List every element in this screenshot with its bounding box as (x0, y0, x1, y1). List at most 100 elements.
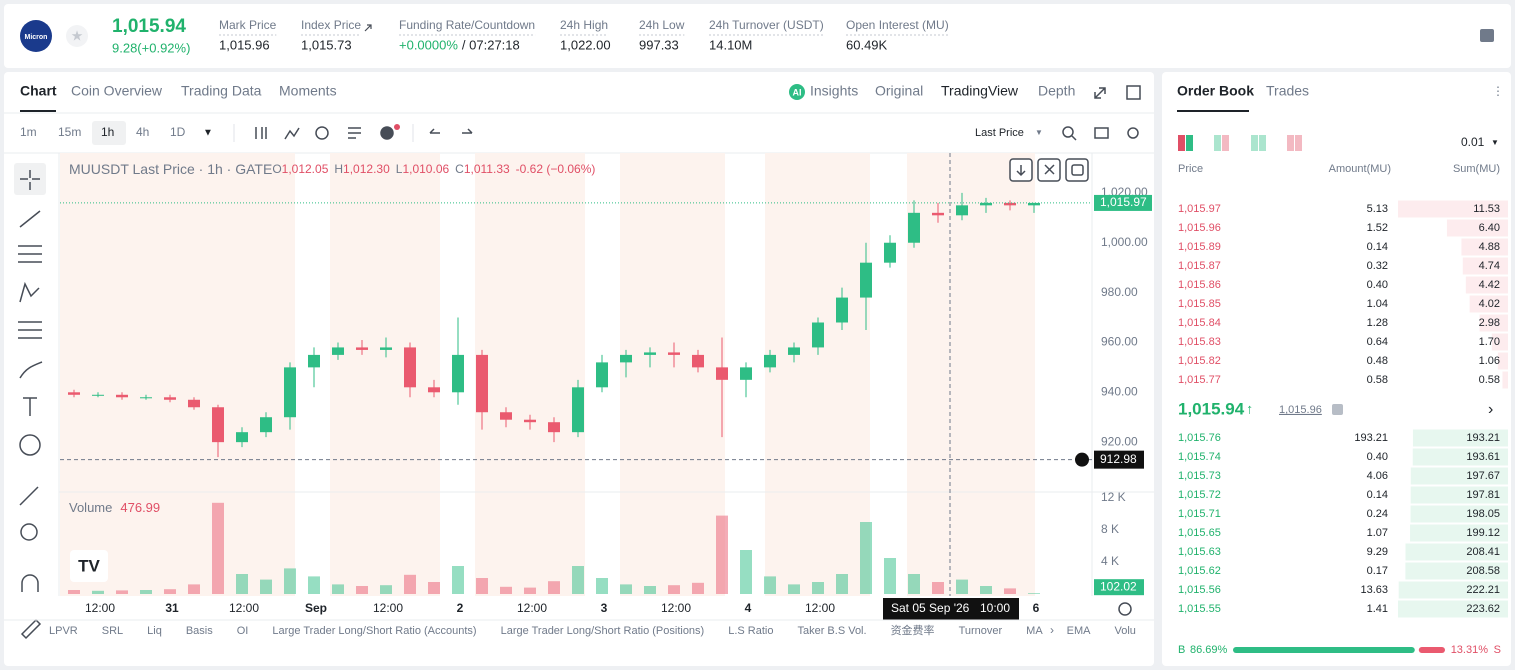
ob-sum: 4.02 (1479, 298, 1500, 310)
mark-icon (1332, 404, 1343, 415)
ob-amount: 1.28 (1367, 317, 1388, 329)
last-price-tag (1094, 194, 1152, 211)
settings-icon[interactable] (1118, 602, 1132, 616)
indicator[interactable]: Turnover (959, 625, 1003, 637)
indicator[interactable]: SRL (102, 625, 123, 637)
insights-icon-text[interactable]: AI (793, 87, 802, 97)
layout-icons[interactable] (1178, 135, 1302, 151)
tab[interactable]: Moments (279, 83, 337, 99)
indicator[interactable]: EMA (1067, 625, 1092, 637)
ohlc-value: 1,012.30 (343, 162, 390, 176)
dropdown[interactable]: ▼ (1035, 128, 1043, 137)
ob-amount: 0.58 (1367, 374, 1388, 386)
volume-bar (452, 566, 464, 594)
badge (394, 124, 400, 130)
crosshair-time-tag (883, 598, 1019, 620)
dropdown[interactable]: ▼ (203, 128, 213, 139)
candle-body (140, 397, 152, 399)
toolbar-right-icons[interactable] (1062, 126, 1139, 141)
ohlc-key: C (455, 162, 464, 176)
indicator[interactable]: Large Trader Long/Short Ratio (Positions… (501, 625, 705, 637)
view-tab[interactable]: TradingView (941, 83, 1019, 99)
volume-bar (860, 522, 872, 594)
ohlc-key: L (396, 162, 403, 176)
indicator[interactable]: OI (237, 625, 249, 637)
menu-icon[interactable] (1480, 29, 1494, 42)
indicator[interactable]: 资金费率 (891, 623, 935, 637)
indicator[interactable]: LPVR (49, 625, 78, 637)
volume-bar (956, 579, 968, 594)
ohlc-value: 1,011.33 (464, 162, 510, 176)
candle-body (1004, 202, 1016, 206)
drawing-tools[interactable] (14, 163, 46, 640)
stat-label: 24h High (560, 18, 608, 32)
volume-bar (884, 558, 896, 594)
ob-price: 1,015.96 (1178, 222, 1221, 234)
crosshair-add[interactable] (1075, 452, 1089, 467)
dropdown[interactable]: ▼ (1491, 138, 1499, 147)
stat-label: Mark Price (219, 18, 277, 32)
stat-value: 1,022.00 (560, 37, 611, 52)
chart-controls[interactable] (1009, 158, 1089, 182)
indicator[interactable]: Basis (186, 625, 213, 637)
ob-price: 1,015.87 (1178, 260, 1221, 272)
link-icon[interactable] (364, 24, 372, 32)
interval[interactable]: 1h (101, 125, 114, 139)
candle-body (620, 354, 632, 363)
candle-body (260, 417, 272, 433)
vol-tick-label: 4 K (1101, 554, 1119, 568)
indicator[interactable]: MA (1026, 625, 1043, 637)
chart-title: MUUSDT Last Price · 1h · GATEO1,012.05 H1… (69, 161, 595, 177)
interval[interactable]: 4h (136, 125, 149, 139)
ob-amount: 0.40 (1367, 451, 1388, 463)
ob-tab[interactable]: Order Book (1177, 83, 1254, 99)
ob-price: 1,015.89 (1178, 241, 1221, 253)
indicator[interactable]: Taker B.S Vol. (797, 625, 866, 637)
view-tab[interactable]: Original (875, 83, 923, 99)
depth-bar (1405, 562, 1508, 580)
interval[interactable]: 1D (170, 125, 186, 139)
interval-selected[interactable] (92, 121, 126, 145)
view-tab[interactable]: Insights (810, 83, 858, 99)
tab[interactable]: Chart (20, 83, 57, 99)
interval[interactable]: 15m (58, 125, 81, 139)
candle-body (716, 367, 728, 380)
star[interactable]: ★ (71, 28, 84, 44)
ob-amount: 0.14 (1367, 489, 1388, 501)
interval[interactable]: 1m (20, 125, 37, 139)
ob-price: 1,015.62 (1178, 565, 1221, 577)
indicator[interactable]: Large Trader Long/Short Ratio (Accounts) (272, 625, 476, 637)
window-icon[interactable] (1126, 85, 1141, 100)
tool-icons[interactable] (255, 126, 473, 140)
price-source[interactable]: Last Price (975, 127, 1024, 139)
favorite[interactable] (66, 25, 88, 47)
depth-bar (1462, 257, 1508, 275)
volume-bar (356, 586, 368, 594)
change: 9.28(+0.92%) (112, 40, 190, 55)
volume-bar (332, 584, 344, 594)
candle-body (404, 347, 416, 388)
ob-tab[interactable]: Trades (1266, 83, 1309, 99)
more[interactable]: › (1050, 623, 1054, 637)
expand[interactable]: › (1488, 401, 1493, 418)
tab[interactable]: Trading Data (181, 83, 262, 99)
volume-bar (92, 590, 104, 594)
view-tab[interactable]: Depth (1038, 83, 1075, 99)
indicator[interactable]: Liq (147, 625, 162, 637)
ratio-bar-buy (1233, 647, 1415, 653)
ob-price: 1,015.84 (1178, 317, 1221, 329)
precision[interactable]: 0.01 (1461, 135, 1485, 149)
crosshair-hour: 10:00 (980, 601, 1010, 615)
more-icon[interactable]: ⋮ (1492, 84, 1504, 98)
depth-bar (1491, 333, 1508, 351)
candle-body (380, 347, 392, 350)
expand-icon[interactable] (1094, 87, 1106, 99)
ob-sum: 193.21 (1466, 432, 1500, 444)
ob-price: 1,015.97 (1178, 203, 1221, 215)
candle-body (356, 347, 368, 350)
insights-icon[interactable] (789, 84, 805, 100)
indicator[interactable]: Volu (1115, 625, 1136, 637)
tab[interactable]: Coin Overview (71, 83, 163, 99)
x-tick-label: 12:00 (805, 601, 835, 615)
indicator[interactable]: L.S Ratio (728, 625, 773, 637)
